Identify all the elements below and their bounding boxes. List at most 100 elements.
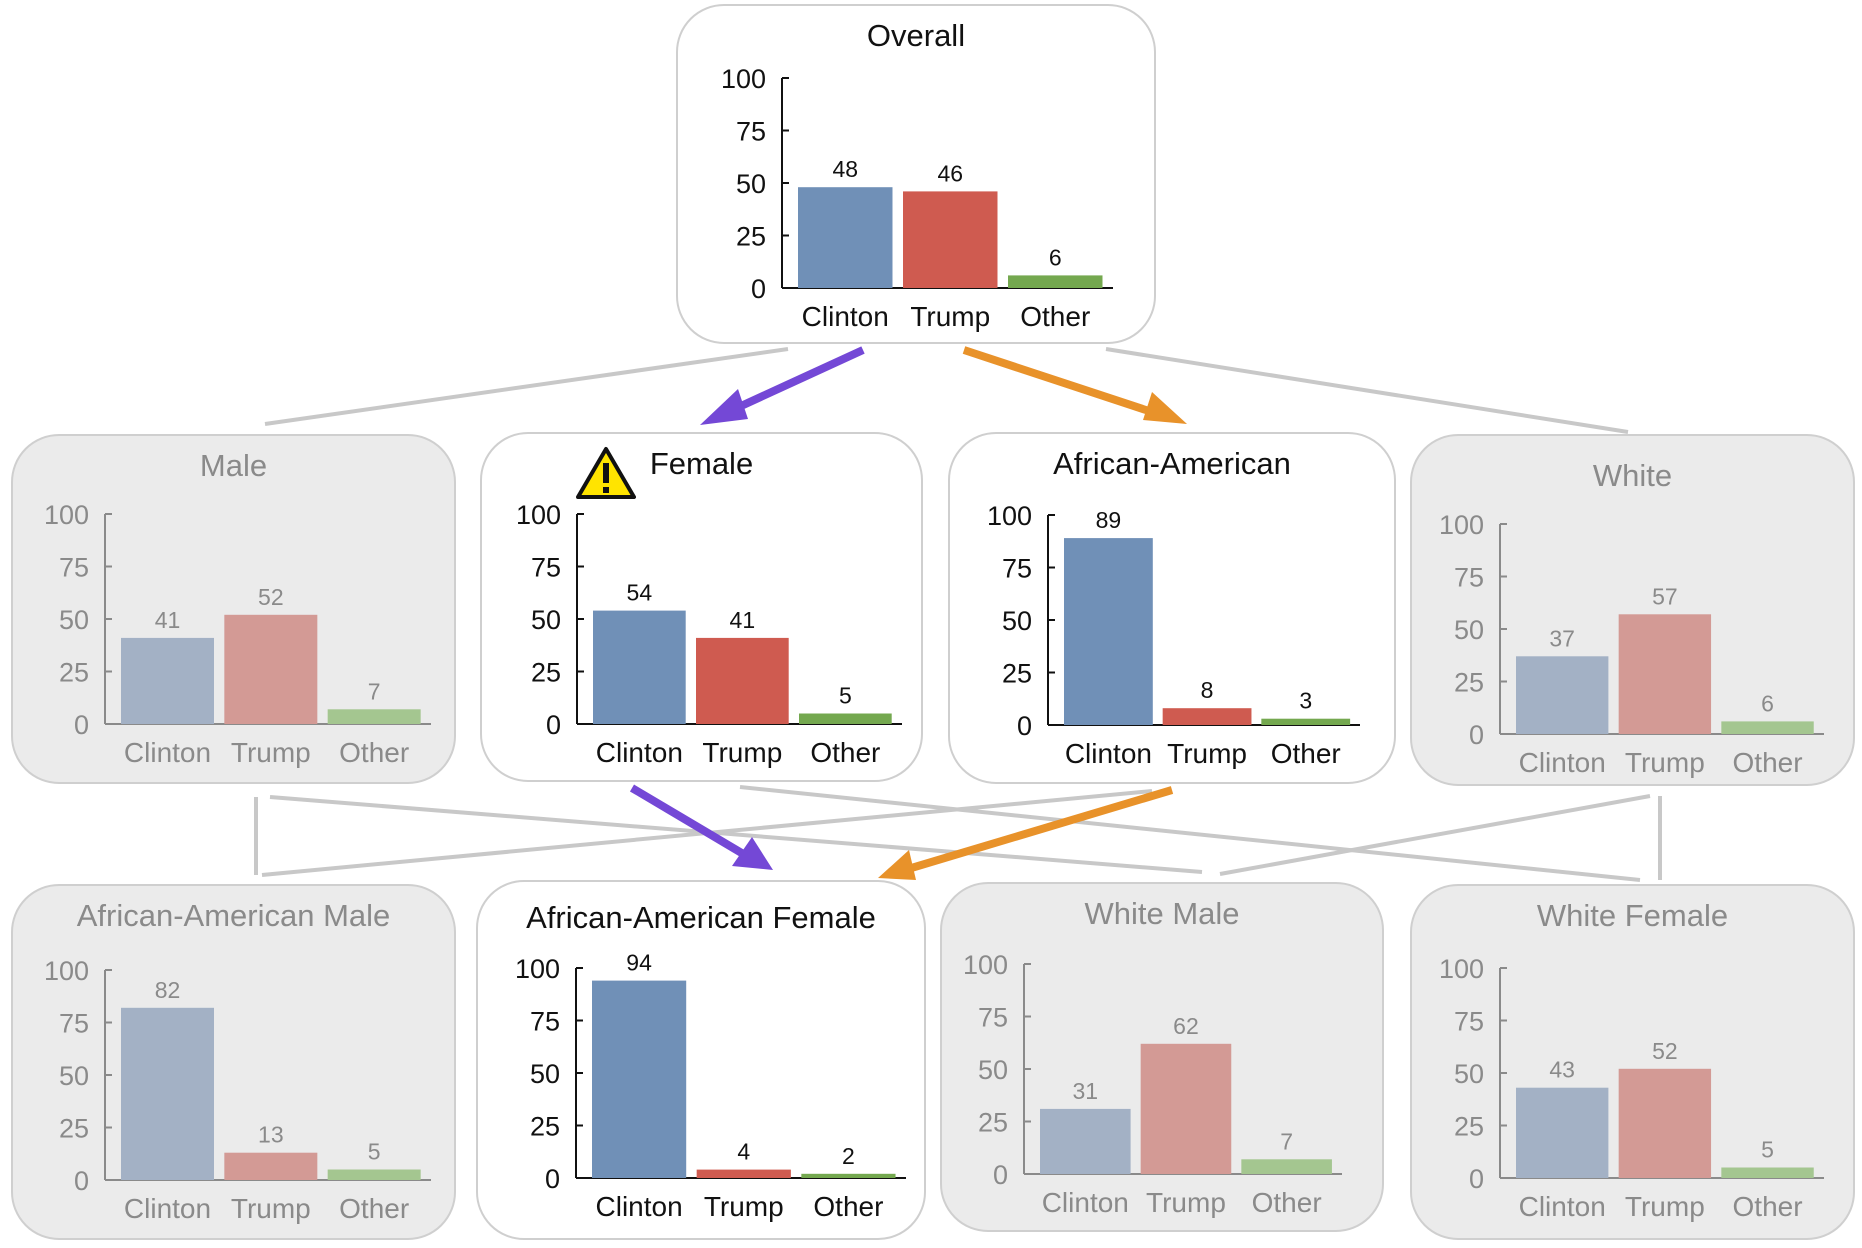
category-label: Trump (1625, 1191, 1705, 1222)
bar-trump (903, 191, 998, 288)
y-tick-label: 0 (1469, 1164, 1484, 1194)
category-label: Clinton (1519, 1191, 1606, 1222)
y-tick-label: 0 (993, 1160, 1008, 1190)
y-tick-label: 50 (1454, 1059, 1484, 1089)
data-label: 37 (1549, 625, 1575, 651)
bar-chart-white-female: 100 75 50 25 0 43 Clinton 52 Trump 5 Other (1439, 954, 1824, 1222)
bar-other (1008, 275, 1103, 288)
y-tick-label: 25 (59, 1114, 89, 1144)
bar-chart-white: 100 75 50 25 0 37 Clinton 57 Trump 6 Other (1439, 510, 1824, 778)
data-label: 8 (1201, 677, 1214, 703)
bar-clinton (1516, 656, 1609, 734)
bar-other (801, 1173, 896, 1178)
y-tick-label: 25 (978, 1108, 1008, 1138)
y-tick-label: 0 (74, 710, 89, 740)
bar-other (327, 709, 421, 724)
panel-overall: Overall 100 75 50 25 0 48 Clinton 46 Trump 6 Other (676, 4, 1156, 344)
category-label: Trump (702, 737, 782, 768)
bar-other (799, 713, 892, 724)
data-label: 52 (258, 584, 284, 610)
category-label: Other (1733, 1191, 1803, 1222)
data-label: 6 (1049, 244, 1062, 270)
data-label: 7 (368, 678, 381, 704)
category-label: Clinton (596, 737, 683, 768)
category-label: Trump (231, 737, 311, 768)
panel-white-female: White Female 100 75 50 25 0 43 Clinton 52 Trump 5… (1410, 884, 1855, 1240)
category-label: Clinton (596, 1191, 683, 1222)
bar-other (327, 1169, 421, 1180)
data-label: 82 (155, 977, 181, 1003)
data-label: 2 (842, 1143, 855, 1169)
bar-chart-african-american: 100 75 50 25 0 89 Clinton 8 Trump 3 Other (987, 501, 1360, 769)
connector-overall-male (264, 347, 789, 426)
bar-chart-african-american-female: 100 75 50 25 0 94 Clinton 4 Trump 2 Other (515, 950, 906, 1222)
data-label: 46 (937, 160, 963, 186)
bar-clinton (121, 1007, 214, 1180)
arrowhead-overall-female (700, 389, 748, 425)
bar-trump (1618, 614, 1712, 734)
y-tick-label: 50 (1002, 606, 1032, 636)
y-tick-label: 75 (59, 553, 89, 583)
bar-trump (224, 1152, 318, 1180)
panel-title: Male (199, 448, 268, 483)
y-tick-label: 50 (59, 1061, 89, 1091)
y-tick-label: 100 (987, 501, 1032, 531)
y-tick-label: 50 (736, 169, 766, 199)
bar-other (1261, 718, 1351, 725)
arrow-aa-aafemale (906, 786, 1174, 873)
data-label: 5 (368, 1139, 381, 1165)
panel-african-american: African-American 100 75 50 25 0 89 Clinton 8 Tru… (948, 432, 1396, 784)
data-label: 48 (832, 156, 858, 182)
category-label: Trump (704, 1191, 784, 1222)
y-tick-label: 75 (1002, 554, 1032, 584)
category-label: Clinton (1519, 747, 1606, 778)
panel-title: Overall (866, 18, 966, 53)
category-label: Other (1252, 1187, 1322, 1218)
category-label: Clinton (802, 301, 889, 332)
y-tick-label: 75 (530, 1007, 560, 1037)
panel-white: White 100 75 50 25 0 37 Clinton 57 Trump 6 Other (1410, 434, 1855, 786)
arrowhead-overall-aa (1143, 392, 1187, 424)
y-tick-label: 100 (1439, 510, 1484, 540)
bar-chart-female: 100 75 50 25 0 54 Clinton 41 Trump 5 Other (516, 500, 902, 768)
bar-clinton (121, 637, 214, 724)
data-label: 43 (1549, 1057, 1575, 1083)
category-label: Other (810, 737, 880, 768)
bar-other (1721, 721, 1814, 734)
bar-chart-african-american-male: 100 75 50 25 0 82 Clinton 13 Trump 5 Other (44, 956, 431, 1224)
arrowhead-aa-aafemale (878, 850, 916, 880)
y-tick-label: 75 (531, 553, 561, 583)
panel-african-american-female: African-American Female 100 75 50 25 0 94 Clin… (476, 880, 926, 1240)
arrow-overall-aa (962, 346, 1160, 418)
y-tick-label: 50 (531, 605, 561, 635)
y-tick-label: 25 (1002, 659, 1032, 689)
data-label: 31 (1073, 1078, 1099, 1104)
y-tick-label: 100 (721, 64, 766, 94)
bar-trump (696, 1169, 791, 1178)
bar-trump (1140, 1043, 1232, 1174)
category-label: Other (1020, 301, 1090, 332)
y-tick-label: 75 (1454, 563, 1484, 593)
connector-aa-aamale (261, 789, 1153, 877)
connector-male-whitemale (269, 795, 1203, 874)
bar-clinton (1064, 538, 1153, 725)
bar-trump (224, 614, 318, 724)
category-label: Other (1733, 747, 1803, 778)
y-tick-label: 100 (516, 500, 561, 530)
y-tick-label: 25 (1454, 1112, 1484, 1142)
data-label: 6 (1761, 690, 1774, 716)
bar-clinton (1040, 1108, 1131, 1174)
data-label: 89 (1096, 507, 1122, 533)
warning-icon (576, 447, 636, 499)
bar-other (1721, 1167, 1814, 1178)
y-tick-label: 100 (963, 950, 1008, 980)
connector-white-whitemale (1219, 794, 1651, 876)
arrowhead-female-aafemale (732, 837, 773, 870)
y-tick-label: 100 (1439, 954, 1484, 984)
panel-title: White Female (1536, 898, 1729, 933)
connector-female-whitefemale (739, 785, 1641, 882)
y-tick-label: 100 (515, 954, 560, 984)
panel-white-male: White Male 100 75 50 25 0 31 Clinton 62 Trump 7 Ot… (940, 882, 1384, 1232)
category-label: Trump (231, 1193, 311, 1224)
category-label: Trump (910, 301, 990, 332)
